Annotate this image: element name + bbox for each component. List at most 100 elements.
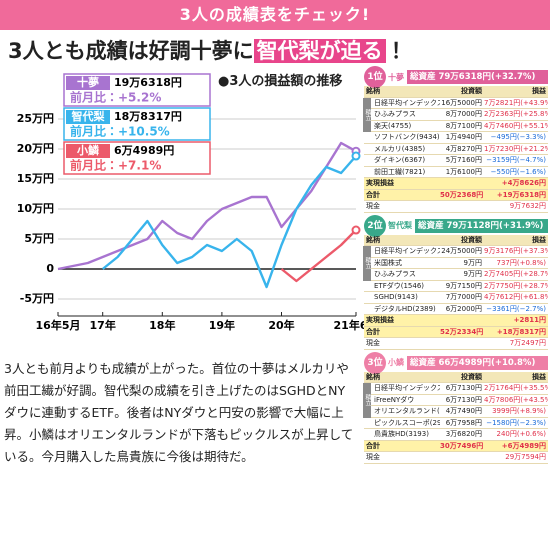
cell: +2811円 [513, 316, 546, 324]
cash-row: 現金 29万7594円 [364, 452, 548, 464]
card-header: 3位 小鱗 総資産 66万4989円(+10.8%) [364, 351, 548, 374]
column-label: 銘柄 [366, 235, 380, 244]
cell: 4万7612円(+61.8%) [484, 293, 548, 301]
column-header: 銘柄 投資額 損益 [364, 371, 548, 383]
cell: 1万6100円 [445, 167, 482, 176]
cell: 現金 [366, 339, 380, 347]
cell: 2万2363円(+25.8%) [484, 110, 548, 118]
investor-name: 小鱗 [388, 358, 404, 367]
cell: −495円(−3.3%) [490, 133, 546, 141]
y-tick-label: 20万円 [17, 142, 54, 155]
chart-title: ●3人の損益額の推移 [218, 74, 343, 89]
cell: 9万3176円(+37.3%) [484, 247, 548, 255]
cell: ソフトバンク(9434) [374, 133, 440, 141]
legend-total: 6万4989円 [114, 144, 174, 157]
holding-row: 日経平均インデックス 24万5000円 9万3176円(+37.3%) [364, 246, 548, 258]
realized-row: 実現損益 +4万8626円 [364, 178, 548, 190]
cell: 24万5000円 [441, 247, 482, 255]
total-assets: 総資産 79万6318円(+32.7%) [407, 70, 548, 84]
cell: 30万7496円 [440, 441, 484, 450]
cell: 日経平均インデックス [374, 247, 440, 255]
cell: ひふみプラス [374, 270, 416, 278]
rank-badge: 2位 [364, 214, 386, 237]
x-tick-label: 16年5月 [36, 318, 81, 332]
cell: 米国株式 [374, 258, 402, 267]
y-tick-label: 0 [46, 262, 54, 275]
cell: 9万7632円 [509, 202, 546, 210]
x-tick-label: 17年 [90, 318, 116, 332]
holding-row: 米国株式 9万円 737円(+0.8%) [364, 258, 548, 269]
investor-name: 智代梨 [388, 221, 412, 230]
column-label: 銘柄 [366, 372, 380, 381]
cell: 3999円(+8.9%) [492, 407, 546, 415]
cell: 日経平均インデックス [374, 384, 440, 392]
series-line [101, 155, 357, 289]
column-label: 投資額 [461, 235, 482, 244]
x-tick-label: 20年 [268, 318, 294, 332]
cell: 9万7150円 [445, 281, 482, 290]
legend-name: 智代梨 [72, 109, 106, 123]
holding-row: ETFダウ(1546) 9万7150円 2万7750円(+28.7%) [364, 281, 548, 292]
cell: 8万7100円 [445, 121, 482, 130]
cash-row: 現金 9万7632円 [364, 201, 548, 213]
legend-change: 前月比：+10.5% [70, 124, 170, 139]
cell: 5万7160円 [445, 156, 482, 164]
y-tick-label: 10万円 [17, 202, 54, 215]
cell: 1万4940円 [445, 133, 482, 141]
portfolio-tables: 1位 十夢 総資産 79万6318円(+32.7%) 銘柄 投資額 損益 日経平均インデック… [363, 66, 548, 538]
cell: 50万2368円 [440, 190, 484, 199]
column-label: 損益 [532, 372, 546, 381]
legend-swatch [66, 144, 110, 158]
y-tick-label: 15万円 [17, 172, 54, 185]
cell: 合計 [366, 190, 380, 199]
cell: 2万7750円(+28.7%) [484, 281, 548, 290]
cell: 鳥貴族HD(3193) [374, 430, 429, 438]
cell: 前田工繊(7821) [374, 167, 426, 176]
y-tick-label: 25万円 [17, 112, 54, 125]
cell: −550円(−1.6%) [490, 167, 546, 176]
y-tick-label: 5万円 [24, 232, 54, 245]
x-tick-label: 18年 [149, 318, 175, 332]
cell: 8万7000円 [445, 110, 482, 118]
cell: デジタルHD(2389) [374, 304, 436, 313]
cell: 737円(+0.8%) [496, 258, 546, 267]
cell: 7万2821円(+43.9%) [484, 98, 548, 107]
cell: +6万4989円 [501, 441, 546, 450]
holding-row: SGHD(9143) 7万7000円 4万7612円(+61.8%) [364, 292, 548, 304]
body-text: 3人とも前月よりも成績が上がった。首位の十夢はメルカリや前田工繊が好調。智代梨の… [4, 361, 354, 464]
cell: 現金 [366, 202, 380, 210]
cell: 9万円 [463, 270, 482, 278]
column-label: 損益 [532, 87, 546, 95]
cell: iFreeNYダウ [374, 395, 415, 404]
cell: 3万6820円 [445, 430, 482, 438]
legend-change: 前月比：+5.2% [70, 90, 161, 105]
cell: 7万7000円 [445, 293, 482, 301]
column-label: 損益 [532, 235, 546, 244]
legend-total: 18万8317円 [114, 110, 182, 123]
cell: 29万7594円 [505, 453, 546, 461]
holding-row: 楽天(4755) 8万7100円 4万7460円(+55.1%) [364, 121, 548, 132]
cell: 6万2000円 [445, 304, 482, 313]
rows: 日経平均インデックス 16万5000円 7万2821円(+43.9%) ひふみプラス 8… [363, 97, 548, 178]
holding-row: ダイキン(6367) 5万7160円 −3159円(−4.7%) [364, 155, 548, 167]
column-header: 銘柄 投資額 損益 [364, 86, 548, 98]
cell: 合計 [366, 327, 380, 336]
cell: SGHD(9143) [374, 293, 418, 301]
cell: 日経平均インデックス [374, 98, 440, 107]
x-tick-label: 19年 [209, 318, 235, 332]
headline: 3人とも成績は好調十夢に 智代梨が迫る！ [8, 36, 548, 66]
holding-row: メルカリ(4385) 4万8270円 1万7230円(+21.2%) [364, 144, 548, 155]
cell: +18万8317円 [496, 327, 546, 336]
portfolio-card: 1位 十夢 総資産 79万6318円(+32.7%) 銘柄 投資額 損益 日経平均インデック… [363, 66, 548, 213]
cell: 16万5000円 [441, 98, 482, 107]
cell: ETFダウ(1546) [374, 281, 425, 290]
legend-total: 19万6318円 [114, 76, 182, 89]
cell: 現金 [366, 453, 380, 461]
cell: −1580円(−2.3%) [486, 418, 546, 427]
cash-row: 現金 7万2497円 [364, 338, 548, 350]
legend-change: 前月比：+7.1% [70, 158, 161, 173]
holding-row: 日経平均インデックス 6万7130円 2万1764円(+35.5%) [364, 383, 548, 395]
